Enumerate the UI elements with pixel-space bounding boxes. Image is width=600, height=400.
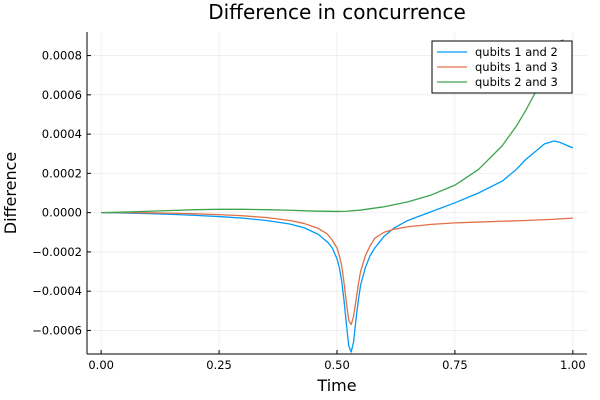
y-tick-label: −0.0004 (32, 284, 82, 298)
legend-label-2: qubits 1 and 3 (475, 60, 558, 74)
x-axis-label: Time (316, 376, 356, 395)
x-tick-label: 0.00 (88, 358, 114, 372)
legend-label-1: qubits 1 and 2 (475, 45, 558, 59)
x-tick-label: 0.25 (206, 358, 232, 372)
x-tick-label: 1.00 (560, 358, 586, 372)
y-tick-label: 0.0006 (42, 88, 82, 102)
chart-title: Difference in concurrence (208, 0, 466, 24)
legend-label-3: qubits 2 and 3 (475, 75, 558, 89)
x-tick-label: 0.75 (442, 358, 468, 372)
y-axis-label: Difference (1, 152, 20, 234)
x-tick-label: 0.50 (324, 358, 350, 372)
y-tick-label: 0.0002 (42, 166, 82, 180)
axes: 0.00 0.25 0.50 0.75 1.00 −0.0006 −0.0004 −0.000… (32, 32, 587, 372)
y-tick-label: 0.0000 (42, 206, 82, 220)
series-line-2 (101, 211, 573, 326)
y-tick-label: −0.0002 (32, 245, 82, 259)
series-line-1 (101, 140, 574, 353)
y-tick-label: −0.0006 (32, 323, 82, 337)
y-tick-label: 0.0004 (42, 127, 82, 141)
y-tick-label: 0.0008 (42, 49, 82, 63)
